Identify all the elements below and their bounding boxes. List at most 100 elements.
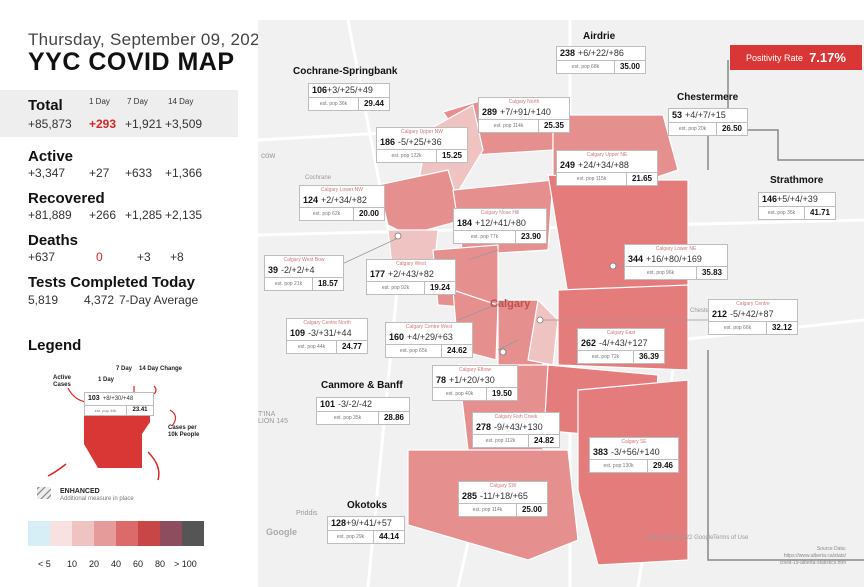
card-changes: -3/+31/+44 bbox=[308, 328, 352, 338]
card-pop: est. pop 122k bbox=[377, 150, 437, 162]
date-label: Thursday, September 09, 2021 bbox=[28, 30, 270, 49]
source-url-2[interactable]: covid-19-alberta-statistics.htm bbox=[779, 560, 846, 566]
deaths-7day: +3 bbox=[137, 250, 151, 264]
card-strathmore[interactable]: 146 +5/+4/+39 est. pop 35k 41.71 bbox=[758, 192, 836, 220]
card-changes: +9/+41/+57 bbox=[346, 518, 392, 528]
card-cases: 184 bbox=[457, 218, 473, 228]
card-cases: 106 bbox=[312, 85, 328, 95]
card-pop: est. pop 96k bbox=[625, 267, 697, 279]
card-rate: 15.25 bbox=[441, 151, 463, 160]
card-calgary-west-bow[interactable]: Calgary West Bow 39 -2/+2/+4 est. pop 21k… bbox=[264, 255, 344, 291]
card-cases: 249 bbox=[560, 160, 576, 170]
color-scale bbox=[28, 521, 204, 546]
card-cases: 186 bbox=[380, 137, 396, 147]
card-chestermere[interactable]: 53 +4/+7/+15 est. pop 20k 26.50 bbox=[668, 108, 748, 136]
card-calgary-centre-north[interactable]: Calgary Centre North 109 -3/+31/+44 est. … bbox=[286, 318, 368, 354]
legend-arrow-left bbox=[47, 463, 67, 477]
card-pop: est. pop 21k bbox=[265, 278, 313, 290]
positivity-label: Positivity Rate bbox=[746, 52, 804, 63]
card-cases: 289 bbox=[482, 107, 498, 117]
active-14day: +1,366 bbox=[165, 166, 203, 180]
card-rate: 20.00 bbox=[358, 209, 380, 218]
leader-line bbox=[497, 339, 519, 351]
positivity-rate-box: Positivity Rate 7.17% bbox=[730, 45, 862, 70]
card-district-name: Calgary Elbow bbox=[458, 367, 492, 373]
map-label-cow: cow bbox=[261, 151, 276, 160]
card-calgary-elbow[interactable]: Calgary Elbow 78 +1/+20/+30 est. pop 40k 1… bbox=[432, 365, 518, 401]
tests-label: Tests Completed Today bbox=[28, 274, 195, 291]
map-terms-link[interactable]: Terms of Use bbox=[713, 535, 749, 541]
card-calgary-upper-nw[interactable]: Calgary Upper NW 186 -5/+25/+36 est. pop … bbox=[376, 127, 468, 163]
card-calgary-upper-ne[interactable]: Calgary Upper NE 249 +24/+34/+88 est. pop… bbox=[556, 150, 658, 186]
card-rate: 23.90 bbox=[520, 232, 542, 241]
card-rate: 24.62 bbox=[446, 346, 468, 355]
legend-diagram bbox=[47, 385, 177, 481]
total-band bbox=[0, 90, 238, 137]
card-cases: 160 bbox=[389, 332, 405, 342]
legend-14day-change: 14 Day Change bbox=[139, 366, 183, 372]
card-district-name: Calgary Centre West bbox=[405, 324, 453, 330]
card-pop: est. pop 65k bbox=[386, 345, 442, 357]
card-rate: 25.35 bbox=[543, 121, 565, 130]
legend-title: Legend bbox=[28, 337, 82, 354]
card-calgary-sw[interactable]: Calgary SW 285 -11/+18/+65 est. pop 114k 2… bbox=[458, 481, 548, 517]
card-cochrane[interactable]: 106 +3/+25/+49 est. pop 36k 29.44 bbox=[308, 83, 390, 111]
card-rate: 35.83 bbox=[701, 268, 723, 277]
card-calgary-lower-ne[interactable]: Calgary Lower NE 344 +16/+80/+169 est. po… bbox=[624, 244, 728, 280]
card-changes: +7/+91/+140 bbox=[500, 107, 551, 117]
legend-enhanced-desc: Additional measure in place bbox=[60, 496, 134, 502]
town-title-cochrane: Cochrane-Springbank bbox=[293, 66, 398, 77]
scale-label: 40 bbox=[111, 559, 122, 569]
card-calgary-centre-west[interactable]: Calgary Centre West 160 +4/+29/+63 est. p… bbox=[385, 322, 473, 358]
card-calgary-north[interactable]: Calgary North 289 +7/+91/+140 est. pop 11… bbox=[478, 97, 570, 133]
enhanced-hatch-icon bbox=[37, 487, 51, 499]
scale-label: 60 bbox=[133, 559, 144, 569]
card-canmore[interactable]: 101 -3/-2/-42 est. pop 35k 28.86 bbox=[316, 397, 410, 425]
active-7day: +633 bbox=[125, 166, 153, 180]
scale-swatch bbox=[138, 521, 160, 546]
card-calgary-fish-creek[interactable]: Calgary Fish Creek 278 -9/+43/+130 est. p… bbox=[472, 412, 560, 448]
card-changes: -2/+2/+4 bbox=[281, 265, 315, 275]
deaths-1day: 0 bbox=[96, 250, 103, 264]
legend-example-card: 103 +8/+30/+48 est. pop 44k 23.41 bbox=[84, 392, 154, 416]
card-cases: 78 bbox=[436, 375, 447, 385]
card-calgary-west[interactable]: Calgary West 177 +2/+43/+82 est. pop 92k 1… bbox=[366, 259, 456, 295]
tests-avg-value: 4,372 bbox=[84, 293, 115, 307]
card-pop: est. pop 40k bbox=[433, 388, 487, 400]
recovered-value: +81,889 bbox=[28, 208, 72, 222]
leader-line bbox=[457, 299, 509, 321]
legend-7day: 7 Day bbox=[116, 366, 133, 372]
card-rate: 24.77 bbox=[341, 342, 363, 351]
card-district-name: Calgary Fish Creek bbox=[494, 414, 538, 420]
legend-example-rate: 23.41 bbox=[132, 407, 148, 413]
card-okotoks[interactable]: 128 +9/+41/+57 est. pop 29k 44.14 bbox=[327, 516, 405, 544]
card-district-name: Calgary Upper NE bbox=[586, 152, 628, 158]
card-district-name: Calgary Centre bbox=[736, 301, 770, 307]
card-calgary-se[interactable]: Calgary SE 383 -3/+56/+140 est. pop 130k 2… bbox=[589, 437, 679, 473]
card-cases: 344 bbox=[628, 254, 644, 264]
scale-swatch bbox=[72, 521, 94, 546]
tests-avg-label: 7-Day Average bbox=[119, 293, 199, 307]
legend-enhanced: ENHANCED bbox=[60, 488, 100, 495]
location-dot bbox=[499, 348, 507, 356]
scale-swatch bbox=[94, 521, 116, 546]
card-changes: -4/+43/+127 bbox=[599, 338, 648, 348]
card-pop: est. pop 35k bbox=[317, 412, 379, 424]
card-calgary-centre[interactable]: Calgary Centre 212 -5/+42/+87 est. pop 66… bbox=[708, 299, 798, 335]
card-rate: 36.39 bbox=[638, 352, 660, 361]
leader-line bbox=[467, 249, 499, 261]
location-dot bbox=[609, 262, 617, 270]
scale-label: > 100 bbox=[174, 559, 197, 569]
map-label-chestermere-small: Chestermere bbox=[690, 308, 725, 314]
card-calgary-nose-hill[interactable]: Calgary Nose Hill 184 +12/+41/+80 est. po… bbox=[453, 208, 547, 244]
card-district-name: Calgary Upper NW bbox=[401, 129, 443, 135]
card-pop: est. pop 35k bbox=[759, 207, 805, 219]
card-calgary-east[interactable]: Calgary East 262 -4/+43/+127 est. pop 72k… bbox=[577, 328, 665, 364]
source-url-1[interactable]: https://www.alberta.ca/stats/ bbox=[783, 553, 846, 559]
calgary-label: Calgary bbox=[490, 298, 531, 310]
total-value: +85,873 bbox=[28, 117, 72, 131]
source-label: Source Data: bbox=[816, 546, 846, 552]
card-district-name: Calgary Centre North bbox=[303, 320, 351, 326]
card-calgary-lower-nw[interactable]: Calgary Lower NW 124 +2/+34/+82 est. pop … bbox=[299, 185, 385, 221]
card-airdrie[interactable]: 238 +6/+22/+86 est. pop 68k 35.00 bbox=[556, 46, 646, 74]
